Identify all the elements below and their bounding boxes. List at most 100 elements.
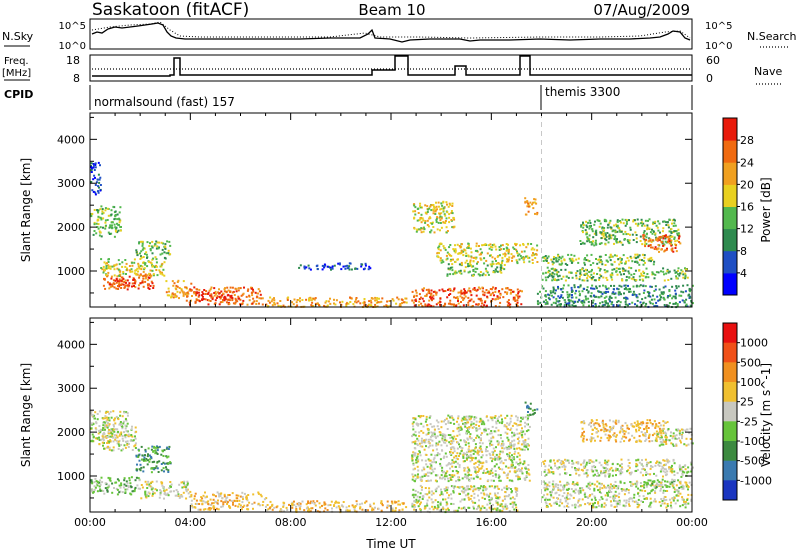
power-cell [578, 294, 581, 297]
power-cell [571, 257, 574, 260]
power-ylabel: Slant Range [km] [19, 158, 33, 262]
power-cell [604, 286, 607, 289]
velocity-cell [494, 415, 497, 417]
power-cell [639, 284, 642, 287]
velocity-cell [519, 470, 521, 473]
power-cell [338, 262, 341, 265]
power-cell [117, 288, 120, 290]
velocity-cell [213, 506, 216, 509]
power-cell [439, 215, 442, 218]
power-cell [586, 286, 589, 289]
power-cell [651, 239, 654, 242]
power-cell [587, 290, 590, 293]
power-cell [643, 289, 646, 292]
velocity-cell [131, 435, 134, 438]
power-cell [610, 226, 613, 229]
velocity-cell [415, 461, 418, 464]
power-cell [148, 245, 151, 247]
power-cell [472, 288, 475, 291]
power-cell [470, 298, 473, 301]
power-cell [329, 302, 332, 305]
power-cell [161, 273, 164, 276]
velocity-cell [191, 504, 194, 507]
power-cell [675, 287, 678, 290]
power-cell [594, 303, 597, 305]
velocity-cell [491, 416, 494, 419]
power-cell [429, 222, 432, 225]
velocity-cell [500, 503, 503, 506]
power-cell [608, 237, 611, 240]
velocity-cell [436, 425, 439, 428]
power-cell [114, 226, 117, 229]
power-cell [655, 271, 658, 274]
power-cell [107, 261, 110, 263]
velocity-cell [104, 482, 107, 485]
power-cell [610, 284, 612, 287]
power-cell [590, 287, 592, 290]
power-cell [496, 270, 499, 273]
power-cell [442, 305, 445, 308]
power-cell [469, 291, 472, 294]
power-cell [464, 261, 467, 264]
velocity-cell [488, 501, 491, 504]
nsearch-label: N.Search [747, 30, 797, 43]
velocity-cell [430, 472, 433, 475]
power-cell [447, 205, 450, 208]
velocity-cell [436, 474, 439, 477]
power-cell [217, 291, 220, 294]
power-cell [220, 295, 223, 298]
velocity-region-7 [411, 414, 531, 483]
velocity-cell [121, 425, 124, 428]
velocity-cell [420, 488, 423, 491]
power-cell [613, 268, 616, 271]
velocity-cell [421, 498, 424, 500]
power-cell [658, 236, 661, 239]
power-cell [516, 304, 519, 307]
velocity-cell [493, 416, 496, 419]
velocity-cell [446, 428, 449, 430]
velocity-cell [212, 498, 215, 501]
velocity-cell [115, 487, 118, 490]
power-cell [544, 303, 547, 306]
velocity-cell [223, 495, 226, 498]
velocity-cell [94, 411, 97, 414]
velocity-cell [460, 427, 463, 430]
power-cell [672, 250, 675, 253]
velocity-cell [414, 442, 417, 445]
velocity-cell [494, 475, 497, 478]
power-cell [593, 295, 596, 298]
velocity-cell [319, 506, 322, 509]
velocity-cell [498, 475, 501, 478]
velocity-cell [186, 482, 189, 485]
power-cell [150, 245, 153, 248]
velocity-cell [441, 434, 444, 437]
velocity-cell [526, 471, 528, 474]
power-cell [354, 300, 356, 303]
velocity-cell [145, 458, 148, 460]
power-cell [644, 219, 647, 222]
power-cell [223, 290, 226, 293]
power-cell [171, 292, 174, 295]
velocity-cell [96, 413, 99, 415]
power-cell [452, 273, 455, 276]
velocity-cell [441, 439, 444, 442]
velocity-cell [159, 489, 162, 492]
power-cell [469, 263, 472, 266]
velocity-cell [131, 449, 134, 451]
power-cell [664, 221, 667, 224]
power-ytick-label: 1000 [57, 265, 85, 278]
velocity-cell [434, 435, 437, 438]
velocity-cell [120, 449, 123, 452]
power-cell [235, 290, 238, 293]
power-cell [581, 241, 584, 244]
power-cell [346, 301, 348, 304]
power-cell [158, 269, 161, 272]
velocity-cell [474, 470, 477, 473]
velocity-cell [486, 494, 489, 497]
power-cell [500, 262, 503, 265]
power-cell [581, 290, 584, 293]
velocity-cell [112, 410, 115, 413]
velocity-cell [144, 450, 147, 453]
velocity-cell [397, 503, 400, 506]
velocity-cell [506, 446, 509, 449]
